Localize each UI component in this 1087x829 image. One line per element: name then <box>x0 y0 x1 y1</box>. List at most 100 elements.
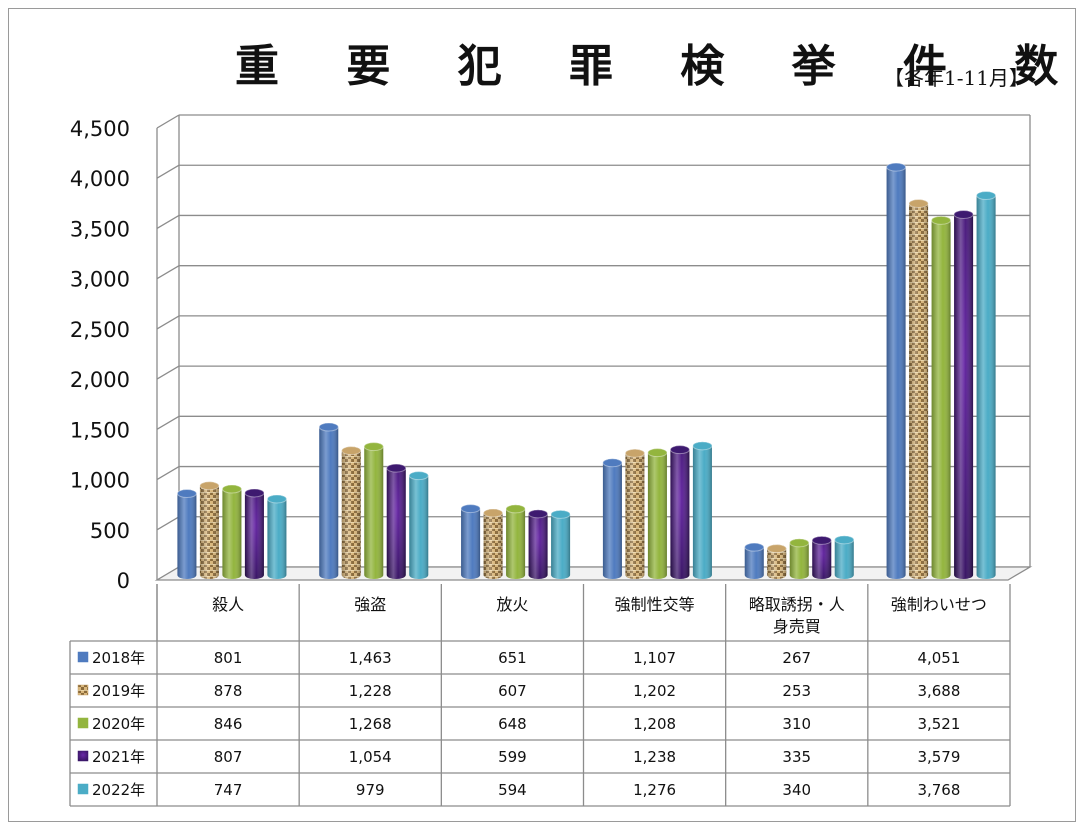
data-cell: 335 <box>782 748 811 766</box>
legend-swatch <box>77 717 89 729</box>
bar-cap <box>908 199 929 209</box>
y-tick-label: 4,000 <box>70 167 130 191</box>
bar-cap <box>834 535 855 545</box>
y-tick-label: 2,500 <box>70 318 130 342</box>
y-tick-label: 4,500 <box>70 117 130 141</box>
bar-shade <box>670 445 690 579</box>
bar-shade <box>386 464 406 579</box>
data-cell: 3,768 <box>917 781 960 799</box>
gridline-side <box>156 516 180 531</box>
data-cell: 1,107 <box>633 649 676 667</box>
bar-shade <box>409 471 429 579</box>
bar-cap <box>692 441 713 451</box>
data-cell: 846 <box>214 715 243 733</box>
legend-swatch <box>77 651 89 663</box>
bar-shade <box>789 538 809 579</box>
data-cell: 648 <box>498 715 527 733</box>
bar-cap <box>221 484 242 494</box>
bar-cap <box>266 494 287 504</box>
bar-cap <box>318 422 339 432</box>
data-cell: 3,688 <box>917 682 960 700</box>
legend-swatch <box>77 750 89 762</box>
bar-shade <box>506 504 526 579</box>
data-cell: 594 <box>498 781 527 799</box>
y-tick-label: 0 <box>117 569 130 593</box>
bar-cap <box>789 538 810 548</box>
data-cell: 607 <box>498 682 527 700</box>
y-tick-label: 1,000 <box>70 469 130 493</box>
bar-cap <box>669 445 690 455</box>
bar-cap <box>528 509 549 519</box>
x-tick-label: 略取誘拐・人 <box>749 595 845 614</box>
bar-layer <box>176 162 997 579</box>
data-cell: 651 <box>498 649 527 667</box>
bar-shade <box>177 489 197 579</box>
legend-label: 2022年 <box>92 781 145 799</box>
data-cell: 3,579 <box>917 748 960 766</box>
legend-label: 2019年 <box>92 682 145 700</box>
bar-cap <box>199 481 220 491</box>
data-cell: 801 <box>214 649 243 667</box>
bar-cap <box>460 504 481 514</box>
gridline-side <box>156 164 180 179</box>
data-cell: 747 <box>214 781 243 799</box>
chart-title: 重 要 犯 罪 検 挙 件 数 <box>235 41 1085 92</box>
data-cell: 310 <box>782 715 811 733</box>
bar-cap <box>766 544 787 554</box>
data-cell: 599 <box>498 748 527 766</box>
bar-cap <box>176 489 197 499</box>
y-tick-label: 2,000 <box>70 368 130 392</box>
bar-shade <box>602 458 622 579</box>
data-cell: 3,521 <box>917 715 960 733</box>
bar-cap <box>811 535 832 545</box>
data-cell: 340 <box>782 781 811 799</box>
x-tick-label: 身売買 <box>773 617 821 636</box>
gridline-side <box>156 214 180 230</box>
x-tick-label: 放火 <box>496 595 528 614</box>
bar-cap <box>647 448 668 458</box>
data-cell: 1,463 <box>349 649 392 667</box>
data-cell: 979 <box>356 781 385 799</box>
y-tick-label: 500 <box>90 519 130 543</box>
bar-shade <box>976 191 996 579</box>
bar-shade <box>909 199 929 579</box>
bar-shade <box>692 441 712 579</box>
bar-cap <box>505 504 526 514</box>
y-tick-label: 1,500 <box>70 418 130 442</box>
bar-shade <box>341 446 361 579</box>
gridline-side <box>156 365 180 380</box>
bar-cap <box>386 463 407 473</box>
data-cell: 1,268 <box>349 715 392 733</box>
data-cell: 1,054 <box>349 748 392 766</box>
data-cell: 1,202 <box>633 682 676 700</box>
legend-swatch <box>77 783 89 795</box>
y-tick-label: 3,500 <box>70 217 130 241</box>
data-cell: 1,228 <box>349 682 392 700</box>
y-tick-label: 3,000 <box>70 268 130 292</box>
legend-label: 2018年 <box>92 649 145 667</box>
bar-shade <box>483 509 503 579</box>
bar-cap <box>886 162 907 172</box>
x-tick-label: 強制わいせつ <box>891 595 987 614</box>
data-cell: 1,208 <box>633 715 676 733</box>
gridline-side <box>156 265 180 280</box>
bar-shade <box>625 449 645 579</box>
data-cell: 1,276 <box>633 781 676 799</box>
gridline-side <box>156 315 180 330</box>
gridline-side <box>156 415 180 430</box>
bar-cap <box>624 448 645 458</box>
bar-shade <box>954 210 974 579</box>
bar-shade <box>744 543 764 579</box>
bar-shade <box>199 481 219 579</box>
bar-cap <box>976 191 997 201</box>
bar-cap <box>602 458 623 468</box>
bar-cap <box>931 215 952 225</box>
data-cell: 4,051 <box>917 649 960 667</box>
chart-subtitle: 【各年1-11月】 <box>884 66 1029 90</box>
x-tick-label: 強盗 <box>354 595 386 614</box>
legend-swatch <box>77 684 89 696</box>
bar-shade <box>364 442 384 579</box>
legend-label: 2021年 <box>92 748 145 766</box>
